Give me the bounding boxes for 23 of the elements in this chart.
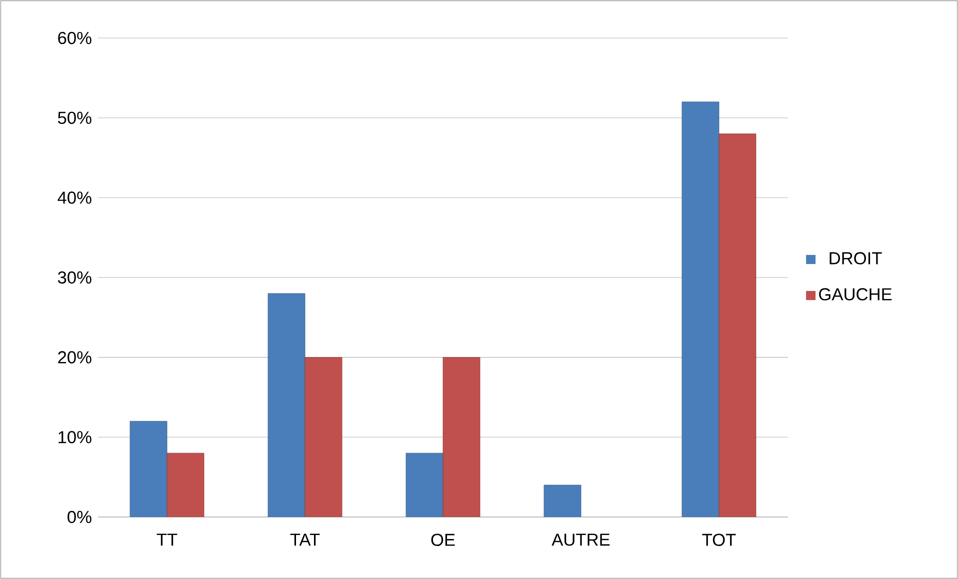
y-tick-label: 30% — [58, 271, 92, 284]
bar — [718, 134, 756, 517]
legend-label: DROIT — [830, 252, 882, 264]
bar — [544, 484, 582, 517]
x-tick-label: TT — [156, 534, 178, 546]
y-tick-label: 10% — [58, 431, 92, 444]
legend-label: GAUCHE — [819, 288, 892, 300]
bar — [304, 357, 342, 517]
x-tick-label: OE — [431, 534, 455, 546]
x-tick-label: AUTRE — [552, 534, 610, 546]
x-tick-label: TAT — [290, 534, 320, 546]
bar — [406, 452, 444, 517]
y-tick-label: 60% — [58, 32, 92, 44]
bar — [682, 102, 720, 517]
bar — [268, 293, 306, 517]
y-tick-label: 0% — [68, 510, 92, 524]
y-tick-label: 20% — [58, 351, 92, 364]
bar — [442, 357, 480, 517]
y-tick-label: 50% — [58, 112, 92, 124]
bar — [130, 420, 168, 517]
bar — [166, 452, 204, 517]
x-tick-label: TOT — [702, 534, 736, 546]
y-tick-label: 40% — [58, 192, 92, 204]
